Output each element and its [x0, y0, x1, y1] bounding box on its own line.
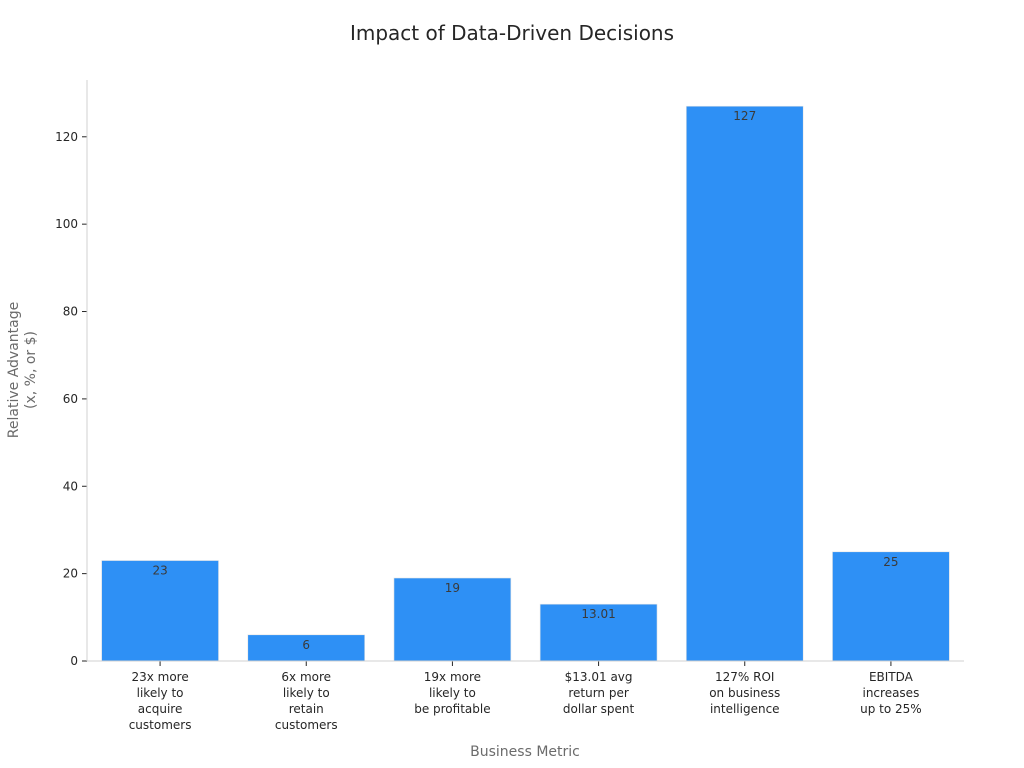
x-tick-label-line: $13.01 avg — [565, 670, 633, 684]
y-tick-label: 120 — [55, 130, 78, 144]
bar-value-label: 23 — [152, 564, 167, 578]
y-tick-label: 20 — [63, 567, 78, 581]
x-tick-label-line: up to 25% — [860, 702, 922, 716]
y-tick-label: 100 — [55, 217, 78, 231]
bar — [685, 105, 804, 662]
x-tick-label-line: acquire — [138, 702, 183, 716]
x-tick-label: 19x more likely to be profitable — [414, 670, 490, 716]
y-axis-title-line: Relative Advantage — [6, 302, 22, 438]
x-tick-label-line: 127% ROI — [715, 670, 774, 684]
x-tick-label-line: likely to — [429, 686, 476, 700]
x-tick-label-line: customers — [129, 718, 192, 732]
y-axis-title-line: (x, %, or $) — [23, 331, 39, 409]
x-tick-label: 127% ROI on business intelligence — [709, 670, 780, 716]
chart-title: Impact of Data-Driven Decisions — [350, 21, 674, 45]
x-tick-label-line: on business — [709, 686, 780, 700]
bar-value-label: 25 — [883, 555, 898, 569]
bar-value-label: 127 — [733, 109, 756, 123]
bar-data-labels: 23 6 19 13.01 127 25 — [152, 109, 898, 652]
x-tick-label-line: increases — [862, 686, 919, 700]
y-tick-label: 60 — [63, 392, 78, 406]
bar — [539, 603, 658, 662]
x-tick-label-line: 23x more — [131, 670, 188, 684]
x-tick-label-line: EBITDA — [869, 670, 914, 684]
x-tick-label-line: likely to — [283, 686, 330, 700]
y-axis-ticks: 0 20 40 60 80 100 120 — [55, 130, 87, 668]
y-tick-label: 40 — [63, 479, 78, 493]
bar-value-label: 13.01 — [581, 607, 615, 621]
y-tick-label: 0 — [70, 654, 78, 668]
x-tick-label: $13.01 avg return per dollar spent — [563, 670, 635, 716]
y-axis-title: Relative Advantage(x, %, or $) — [6, 302, 39, 438]
x-tick-label-line: customers — [275, 718, 338, 732]
x-tick-label: 6x more likely to retain customers — [275, 670, 338, 732]
bar — [832, 551, 950, 662]
bars — [101, 105, 950, 662]
x-tick-label: 23x more likely to acquire customers — [129, 670, 192, 732]
bar — [247, 634, 366, 662]
bar — [393, 577, 512, 662]
x-tick-label-line: return per — [568, 686, 629, 700]
x-tick-label-line: likely to — [137, 686, 184, 700]
x-tick-label-line: 6x more — [281, 670, 331, 684]
x-tick-label-line: be profitable — [414, 702, 490, 716]
x-tick-label-line: 19x more — [424, 670, 481, 684]
x-tick-label-line: retain — [289, 702, 324, 716]
x-axis-title: Business Metric — [470, 744, 580, 760]
x-tick-label-line: dollar spent — [563, 702, 635, 716]
bar-value-label: 6 — [302, 638, 310, 652]
x-tick-label-line: intelligence — [710, 702, 780, 716]
x-tick-label: EBITDA increases up to 25% — [860, 670, 922, 716]
y-tick-label: 80 — [63, 305, 78, 319]
bar-value-label: 19 — [445, 581, 460, 595]
